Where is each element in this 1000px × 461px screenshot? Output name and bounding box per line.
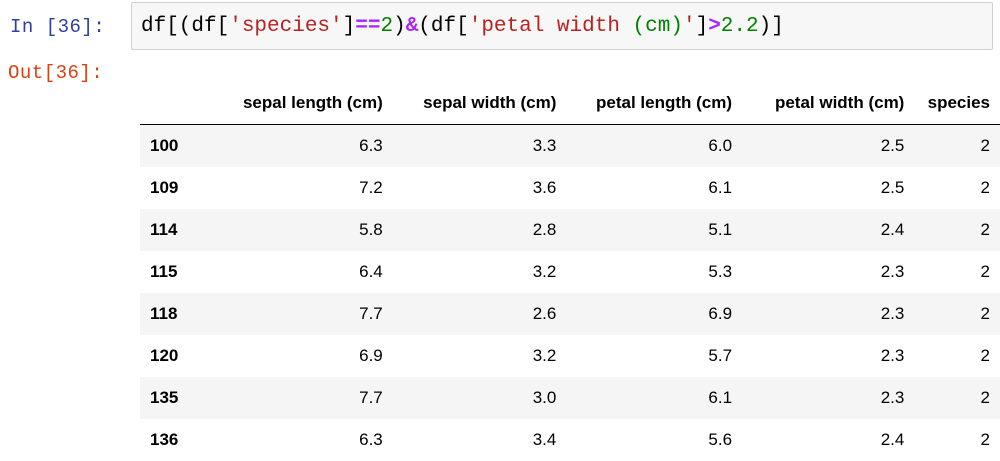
table-cell: 6.9 [566,293,742,335]
code-token: 2 [380,15,393,38]
code-token: (df[ [418,15,468,38]
code-token: & [406,15,419,38]
row-index-cell: 120 [140,335,210,377]
row-index-cell: 135 [140,377,210,419]
table-cell: 2 [914,125,1000,168]
column-header: petal length (cm) [566,82,742,125]
row-index-cell: 114 [140,209,210,251]
table-cell: 5.1 [566,209,742,251]
column-header: petal width (cm) [742,82,914,125]
column-header: sepal width (cm) [393,82,567,125]
table-cell: 3.3 [393,125,567,168]
index-header [140,82,210,125]
table-cell: 2.3 [742,335,914,377]
row-index-cell: 109 [140,167,210,209]
table-cell: 2 [914,293,1000,335]
table-cell: 2.4 [742,209,914,251]
row-index-cell: 136 [140,419,210,461]
code-token: 'species' [229,15,342,38]
table-cell: 7.2 [210,167,393,209]
table-cell: 3.0 [393,377,567,419]
code-token: ) [393,15,406,38]
code-token: (cm) [633,15,683,38]
table-cell: 2.5 [742,125,914,168]
code-token: == [355,15,380,38]
code-token: df[(df[ [141,15,229,38]
table-cell: 2.8 [393,209,567,251]
table-cell: 2.6 [393,293,567,335]
code-token: )] [759,15,784,38]
code-token: > [708,15,721,38]
table-cell: 2 [914,251,1000,293]
code-token: ' [683,15,696,38]
table-cell: 2 [914,419,1000,461]
table-cell: 6.0 [566,125,742,168]
table-cell: 2 [914,209,1000,251]
table-cell: 7.7 [210,293,393,335]
table-cell: 3.2 [393,335,567,377]
row-index-cell: 115 [140,251,210,293]
code-token: ] [696,15,709,38]
row-index-cell: 100 [140,125,210,168]
table-cell: 2 [914,335,1000,377]
table-cell: 6.3 [210,125,393,168]
column-header: species [914,82,1000,125]
table-cell: 6.9 [210,335,393,377]
code-token: ] [343,15,356,38]
table-cell: 6.1 [566,167,742,209]
table-cell: 2.3 [742,251,914,293]
dataframe-output: sepal length (cm) sepal width (cm) petal… [140,82,1000,461]
table-cell: 3.6 [393,167,567,209]
table-cell: 3.4 [393,419,567,461]
row-index-cell: 118 [140,293,210,335]
table-cell: 2.3 [742,293,914,335]
table-header-row: sepal length (cm) sepal width (cm) petal… [140,82,1000,125]
column-header: sepal length (cm) [210,82,393,125]
input-prompt: In [36]: [10,16,105,38]
table-cell: 2 [914,167,1000,209]
table-cell: 5.6 [566,419,742,461]
table-cell: 2 [914,377,1000,419]
table-cell: 6.1 [566,377,742,419]
table-cell: 2.4 [742,419,914,461]
table-cell: 3.2 [393,251,567,293]
code-token: 'petal width [469,15,633,38]
table-cell: 5.7 [566,335,742,377]
table-cell: 5.8 [210,209,393,251]
output-prompt: Out[36]: [8,62,103,84]
table-cell: 6.3 [210,419,393,461]
table-cell: 2.5 [742,167,914,209]
table-cell: 6.4 [210,251,393,293]
code-token: 2.2 [721,15,759,38]
table-cell: 2.3 [742,377,914,419]
table-cell: 5.3 [566,251,742,293]
table-cell: 7.7 [210,377,393,419]
code-input-cell[interactable]: df[(df['species']==2)&(df['petal width (… [131,2,993,50]
